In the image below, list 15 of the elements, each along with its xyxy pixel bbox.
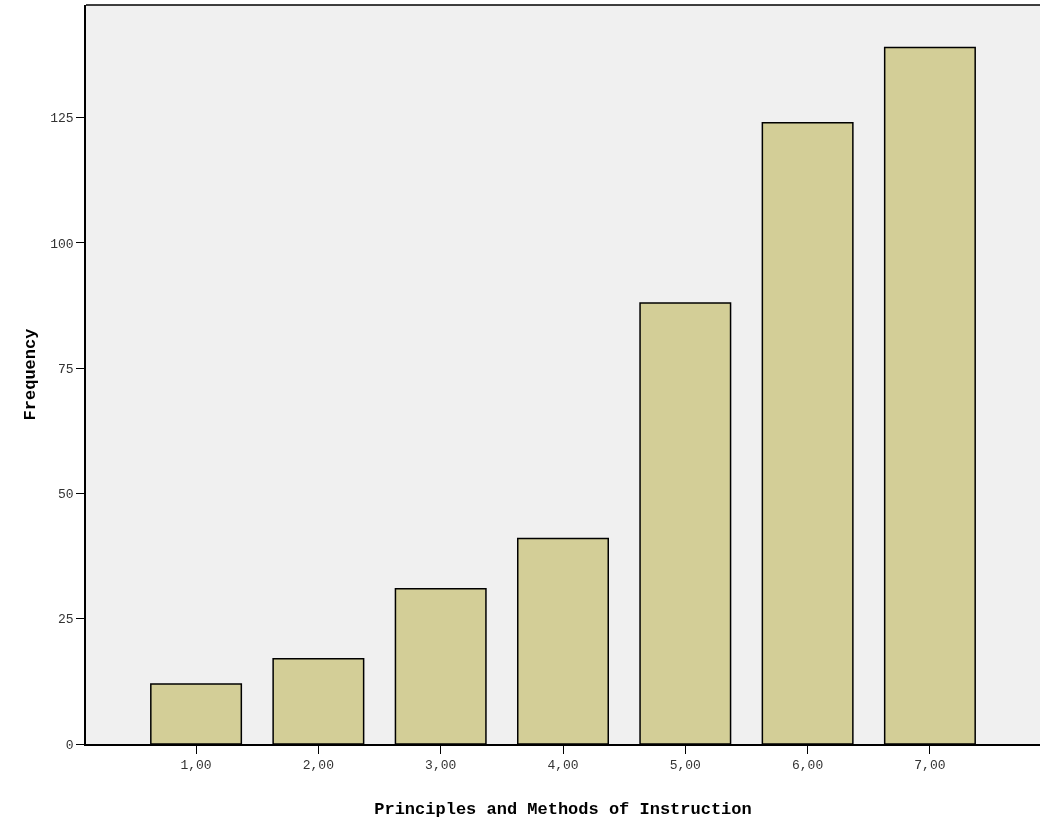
x-axis-title: Principles and Methods of Instruction [374, 800, 752, 820]
x-tick-label: 7,00 [914, 758, 946, 774]
y-tick-label: 25 [58, 612, 74, 628]
x-tick-label: 2,00 [302, 758, 334, 774]
y-tick-label: 0 [65, 737, 74, 753]
x-tick-label: 4,00 [547, 758, 579, 774]
x-tick-label: 5,00 [669, 758, 701, 774]
y-tick-label: 100 [50, 236, 74, 252]
y-tick-label: 50 [58, 487, 74, 503]
x-tick-label: 1,00 [180, 758, 212, 774]
x-tick-label: 3,00 [425, 758, 457, 774]
y-axis-title: Frequency [21, 328, 41, 421]
y-tick-label: 125 [50, 111, 74, 127]
x-tick-label: 6,00 [792, 758, 824, 774]
y-tick-label: 75 [58, 361, 74, 377]
